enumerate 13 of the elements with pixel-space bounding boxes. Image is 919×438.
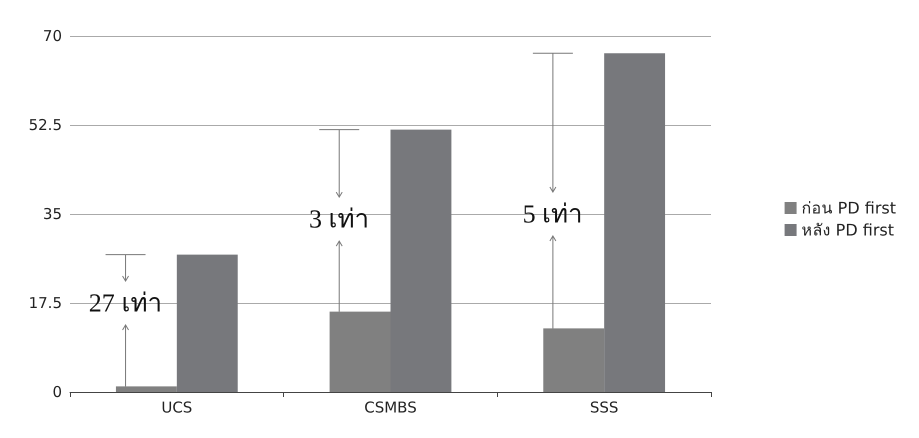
- legend-label: หลัง PD first: [802, 220, 894, 240]
- y-tick-label: 35: [42, 205, 62, 223]
- annotation: 3 เท่า: [308, 204, 370, 234]
- x-tick-label: SSS: [590, 398, 618, 416]
- y-tick-label: 52.5: [28, 116, 62, 134]
- x-tick-label: CSMBS: [364, 398, 417, 416]
- legend-label: ก่อน PD first: [802, 198, 896, 218]
- y-tick-label: 17.5: [28, 294, 62, 312]
- x-tick-label: UCS: [161, 398, 192, 416]
- annotation: 27 เท่า: [88, 288, 162, 318]
- annotation: 5 เท่า: [522, 200, 584, 228]
- y-tick-label: 0: [52, 383, 62, 401]
- y-tick-label: 70: [42, 27, 62, 45]
